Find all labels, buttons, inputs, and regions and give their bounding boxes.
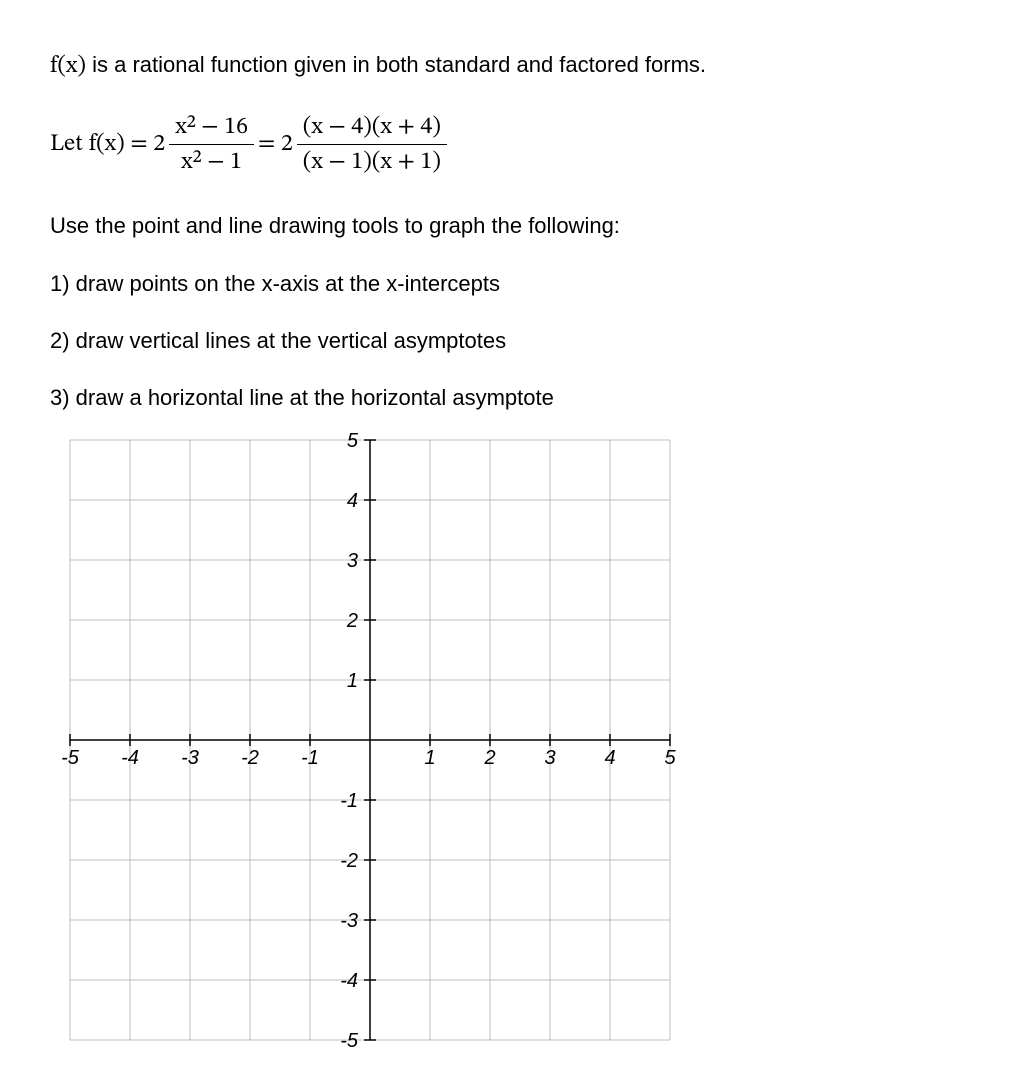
axis-label: 2 — [483, 747, 495, 769]
axis-label: 5 — [664, 747, 676, 769]
axis-label: 1 — [424, 747, 435, 769]
axis-label: -5 — [61, 747, 80, 769]
instruction-2: 2) draw vertical lines at the vertical a… — [50, 326, 962, 357]
eq-equals: = 2 — [258, 129, 293, 159]
eq-lhs: f(x) = 2 — [89, 129, 165, 159]
axis-label: 2 — [346, 610, 358, 632]
axis-label: 5 — [347, 430, 359, 452]
axis-label: -3 — [181, 747, 199, 769]
intro-text: is a rational function given in both sta… — [86, 52, 706, 77]
axis-label: -3 — [340, 910, 358, 932]
eq-frac2-num: (x − 4)(x + 4) — [297, 112, 447, 145]
eq-frac1: x² − 16 x² − 1 — [169, 112, 254, 177]
instruction-1: 1) draw points on the x-axis at the x-in… — [50, 269, 962, 300]
axis-label: 1 — [347, 670, 358, 692]
axis-label: -2 — [340, 850, 358, 872]
eq-frac2: (x − 4)(x + 4) (x − 1)(x + 1) — [297, 112, 447, 177]
eq-frac1-num: x² − 16 — [169, 112, 254, 145]
axis-label: 4 — [347, 490, 358, 512]
axis-label: -1 — [301, 747, 319, 769]
instruction-3: 3) draw a horizontal line at the horizon… — [50, 383, 962, 414]
eq-let: Let — [50, 129, 83, 159]
coordinate-grid[interactable]: -5 -4 -3 -2 -1 1 2 3 4 5 -5 -4 -3 -2 -1 1 2 3 4 5 — [50, 420, 690, 1060]
axis-label: -1 — [340, 790, 358, 812]
problem-container: f(x) is a rational function given in bot… — [50, 50, 962, 1066]
axis-label: -4 — [121, 747, 139, 769]
axis-label: 3 — [347, 550, 358, 572]
instructions-line: Use the point and line drawing tools to … — [50, 211, 962, 242]
axis-label: 3 — [544, 747, 555, 769]
eq-frac1-den: x² − 1 — [175, 145, 248, 177]
axis-label: -5 — [340, 1030, 359, 1052]
axis-label: 4 — [604, 747, 615, 769]
intro-paragraph: f(x) is a rational function given in bot… — [50, 50, 962, 84]
chart-container: -5 -4 -3 -2 -1 1 2 3 4 5 -5 -4 -3 -2 -1 1 2 3 4 5 — [50, 420, 962, 1066]
eq-frac2-den: (x − 1)(x + 1) — [297, 145, 447, 177]
intro-fx: f(x) — [50, 54, 86, 78]
axis-label: -2 — [241, 747, 259, 769]
equation: Let f(x) = 2 x² − 16 x² − 1 = 2 (x − 4)(… — [50, 112, 962, 177]
axis-label: -4 — [340, 970, 358, 992]
